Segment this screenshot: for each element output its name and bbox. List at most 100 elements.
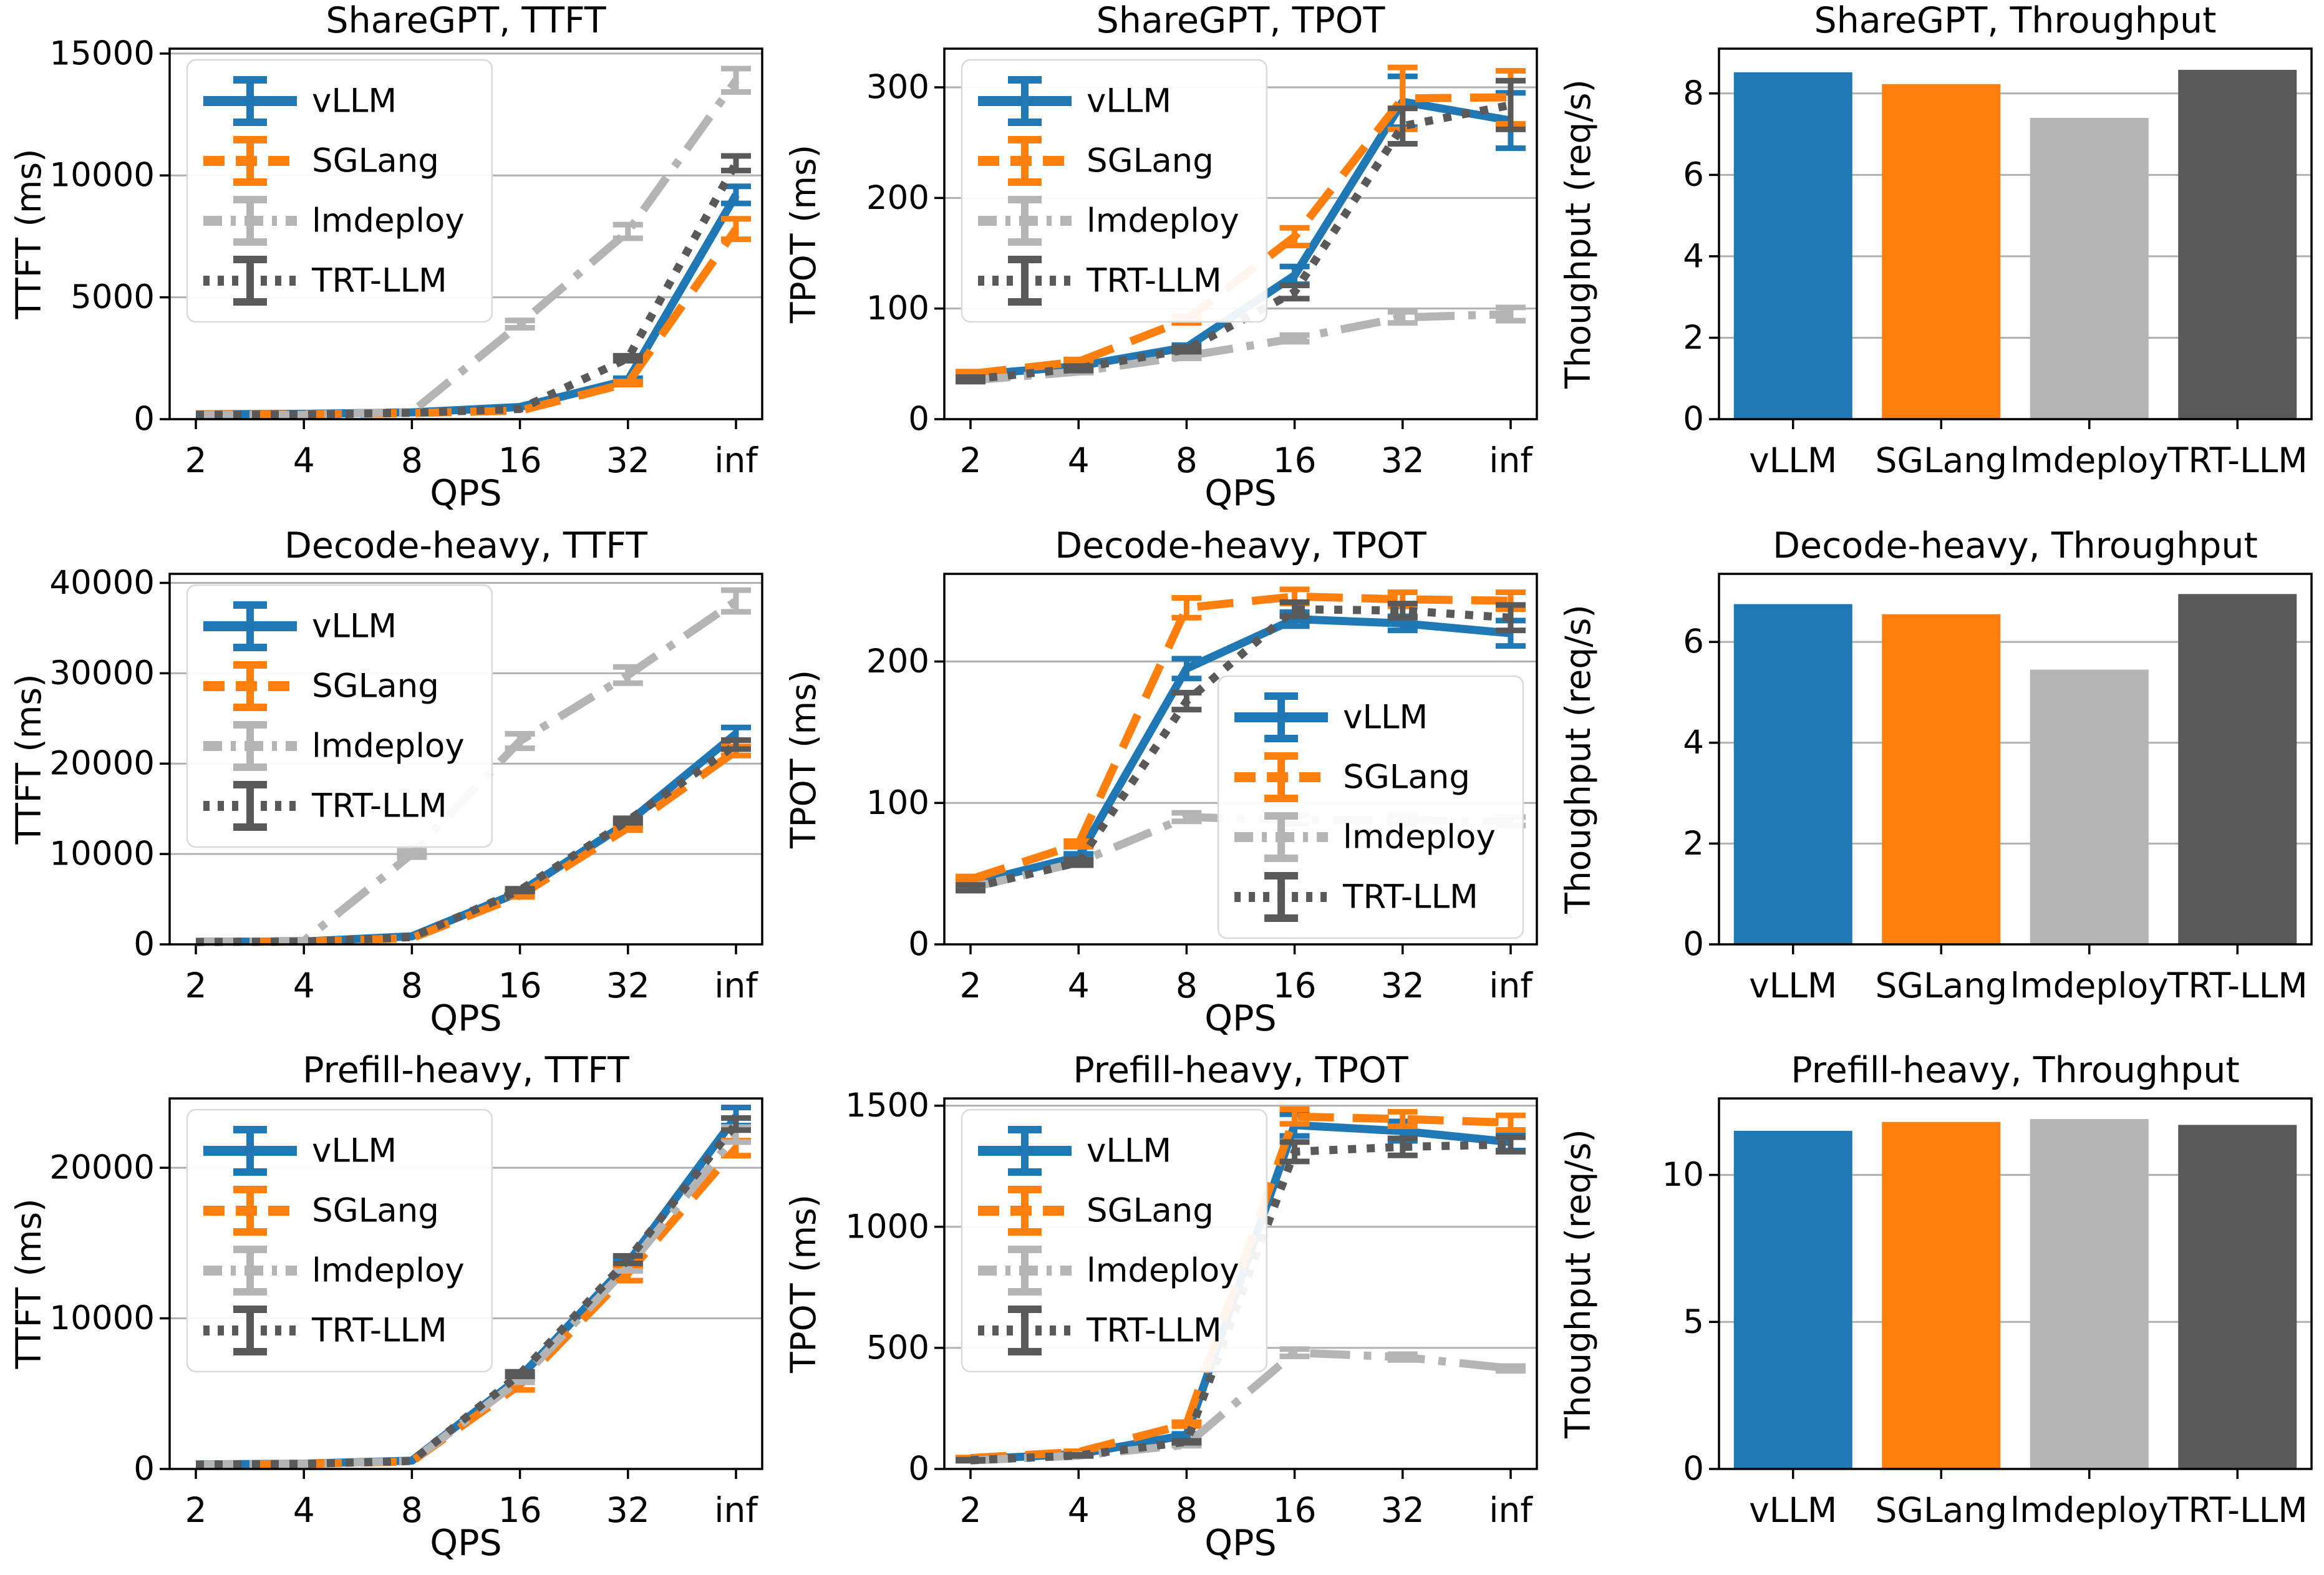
chart-title: Prefill-heavy, TPOT (1073, 1050, 1408, 1091)
x-axis-label: QPS (430, 998, 501, 1039)
x-tick-label: 8 (1176, 966, 1198, 1006)
y-tick-label: 20000 (49, 1149, 155, 1187)
x-tick-label: 16 (1273, 440, 1317, 480)
x-category-label: vLLM (1749, 1490, 1837, 1530)
y-tick-label: 10000 (49, 157, 155, 195)
bar-TRT-LLM (2178, 1125, 2297, 1470)
y-tick-label: 6 (1683, 156, 1704, 194)
x-tick-label: 16 (498, 440, 542, 480)
x-category-label: vLLM (1749, 966, 1837, 1006)
y-tick-label: 8 (1683, 74, 1704, 112)
y-axis-label: Thoughput (req/s) (1558, 1129, 1598, 1439)
legend-label: vLLM (1087, 82, 1171, 120)
chart-canvas: ShareGPT, Throughput Thoughput (req/s) 0 2 4… (1558, 0, 2313, 480)
y-tick-label: 100 (866, 783, 929, 821)
legend-label: SGLang (1343, 758, 1470, 796)
legend: vLLM SGLang lmdeploy TRT-LLM (961, 1109, 1268, 1373)
x-tick-label: 8 (401, 966, 423, 1006)
y-tick-label: 5000 (70, 278, 155, 316)
legend-label: lmdeploy (1087, 201, 1239, 240)
x-tick-label: 8 (1176, 1490, 1198, 1530)
chart-title: ShareGPT, TTFT (326, 0, 606, 41)
x-tick-label: 4 (1068, 440, 1090, 480)
legend-item: SGLang (978, 135, 1214, 186)
y-tick-label: 300 (866, 69, 929, 107)
x-category-label: SGLang (1875, 966, 2007, 1006)
x-tick-label: 4 (1068, 966, 1090, 1006)
x-tick-label: inf (1489, 966, 1533, 1006)
bar-vLLM (1733, 1131, 1852, 1470)
legend-label: SGLang (312, 667, 439, 705)
legend-item: vLLM (203, 1126, 397, 1176)
y-tick-label: 100 (866, 289, 929, 327)
legend: vLLM SGLang lmdeploy TRT-LLM (186, 584, 493, 848)
x-category-label: lmdeploy (2010, 1490, 2169, 1530)
legend-item: vLLM (978, 75, 1171, 126)
legend-item: SGLang (203, 135, 439, 186)
legend-item: SGLang (203, 1186, 439, 1236)
axes-frame (1718, 47, 2313, 420)
legend-label: lmdeploy (1343, 818, 1496, 856)
y-tick-label: 40000 (49, 564, 155, 602)
legend-label: vLLM (312, 607, 397, 645)
y-tick-label: 20000 (49, 744, 155, 782)
axes-frame (1718, 572, 2313, 946)
y-tick-label: 15000 (49, 34, 155, 72)
legend-item: lmdeploy (203, 195, 465, 246)
series-line-TRT-LLM (969, 604, 1511, 892)
y-tick-label: 2 (1683, 825, 1704, 863)
bar-lmdeploy (2030, 117, 2149, 419)
series-line-vLLM (969, 614, 1511, 888)
series-line-lmdeploy (195, 78, 740, 419)
y-tick-label: 1000 (845, 1208, 929, 1246)
x-tick-label: 4 (293, 1490, 315, 1530)
x-axis-label: QPS (1204, 473, 1276, 514)
bar-SGLang (1882, 614, 2001, 944)
bar-vLLM (1733, 604, 1852, 944)
x-tick-label: inf (714, 1490, 758, 1530)
legend-item: TRT-LLM (1234, 871, 1478, 922)
y-tick-label: 4 (1683, 724, 1704, 762)
y-tick-label: 5 (1683, 1303, 1704, 1341)
series-line-lmdeploy (970, 310, 1511, 385)
x-category-label: lmdeploy (2010, 966, 2169, 1006)
y-tick-label: 10000 (49, 835, 155, 873)
legend-label: SGLang (1087, 142, 1214, 180)
x-tick-label: 8 (1176, 440, 1198, 480)
chart-canvas: Decode-heavy, TPOT TPOT (ms) 0 100 200 2 4 8 16 3… (783, 525, 1538, 1039)
x-tick-label: inf (1489, 440, 1533, 480)
chart-canvas: Prefill-heavy, TPOT TPOT (ms) 0 500 1000 1500… (783, 1050, 1538, 1564)
x-tick-label: 32 (606, 1490, 650, 1530)
y-tick-label: 10 (1662, 1156, 1704, 1194)
x-category-label: TRT-LLM (2167, 440, 2308, 480)
legend-label: SGLang (312, 142, 439, 180)
chart-title: ShareGPT, Throughput (1814, 0, 2216, 41)
legend-item: vLLM (203, 601, 397, 651)
chart-canvas: ShareGPT, TTFT TTFT (ms) 0 5000 10000 15000 2 4… (9, 0, 763, 514)
x-tick-label: 8 (401, 440, 423, 480)
y-tick-label: 0 (1683, 400, 1704, 438)
bar-lmdeploy (2030, 669, 2149, 944)
legend-label: vLLM (1087, 1132, 1171, 1170)
x-axis-label: QPS (1204, 998, 1276, 1039)
x-tick-label: 32 (606, 966, 650, 1006)
legend-item: SGLang (1234, 752, 1470, 802)
chart-canvas: Decode-heavy, Throughput Thoughput (req/s… (1558, 525, 2313, 1006)
bar-vLLM (1733, 72, 1852, 419)
subplot-decode-heavy-throughput: Decode-heavy, Throughput Thoughput (req/s… (1549, 525, 2324, 1050)
y-tick-label: 0 (1683, 925, 1704, 963)
y-axis-label: TPOT (ms) (783, 670, 823, 849)
legend-label: lmdeploy (1087, 1252, 1239, 1290)
subplot-prefill-heavy-tpot: Prefill-heavy, TPOT TPOT (ms) 0 500 1000 1500… (775, 1050, 1549, 1575)
x-axis-label: QPS (430, 473, 501, 514)
legend-item: vLLM (203, 75, 397, 126)
y-axis-label: TPOT (ms) (783, 1195, 823, 1374)
legend-item: TRT-LLM (203, 780, 447, 831)
y-tick-label: 30000 (49, 654, 155, 692)
subplot-prefill-heavy-ttft: Prefill-heavy, TTFT TTFT (ms) 0 10000 20000 2… (0, 1050, 775, 1575)
legend-item: TRT-LLM (203, 1306, 447, 1356)
chart-canvas: Prefill-heavy, Throughput Thoughput (req/… (1558, 1050, 2313, 1530)
series-line-TRT-LLM (195, 1122, 740, 1469)
legend-label: vLLM (1343, 698, 1428, 736)
y-axis-label: TTFT (ms) (9, 674, 49, 845)
